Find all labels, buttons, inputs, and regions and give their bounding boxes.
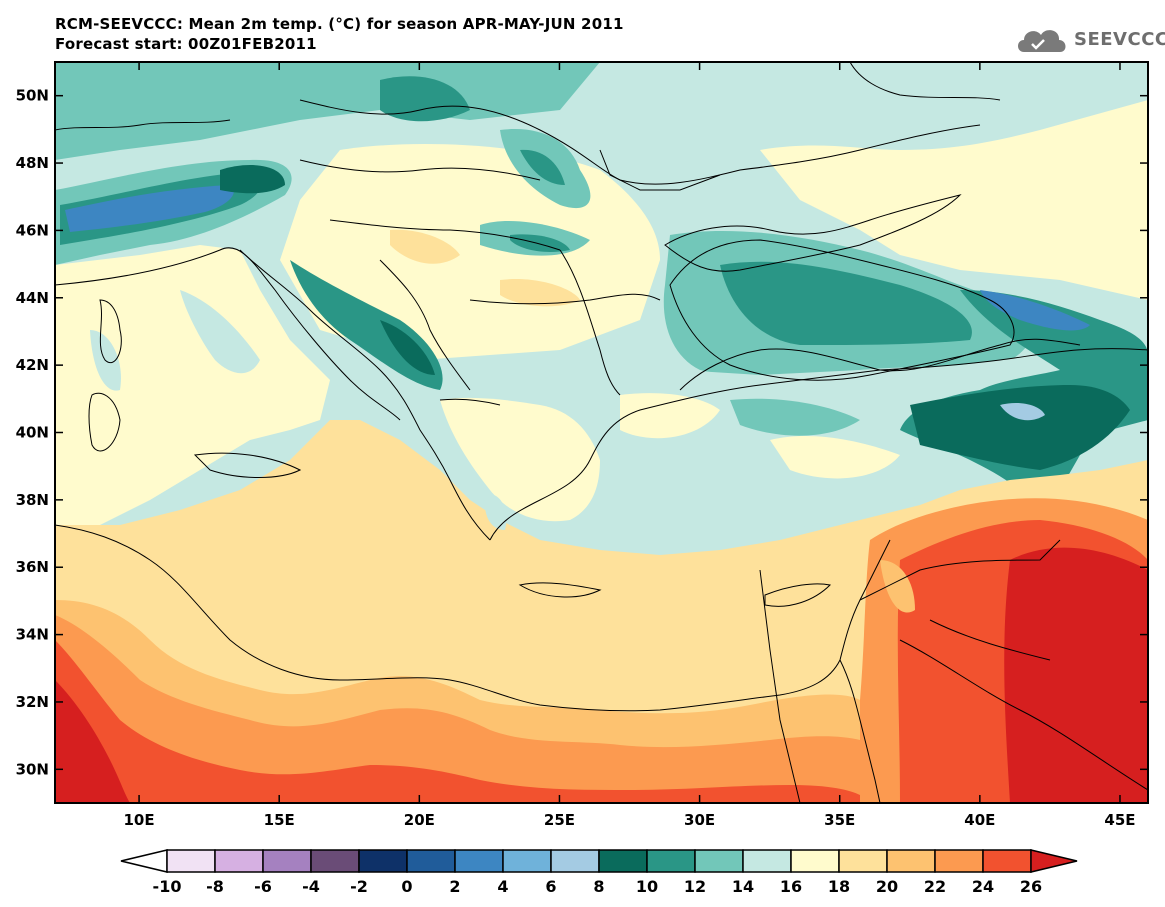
- logo-text: SEEVCCC: [1074, 29, 1165, 50]
- lat-label: 42N: [16, 356, 49, 374]
- map-title: RCM-SEEVCCC: Mean 2m temp. (°C) for seas…: [55, 15, 624, 33]
- lon-label: 40E: [964, 811, 995, 829]
- colorbar-label: 6: [545, 877, 556, 896]
- colorbar-label: 14: [732, 877, 754, 896]
- lat-label: 38N: [16, 491, 49, 509]
- latitude-axis: 50N 48N 46N 44N 42N 40N 38N 36N 34N 32N 30N: [16, 87, 1148, 778]
- forecast-start-subtitle: Forecast start: 00Z01FEB2011: [55, 35, 317, 53]
- lat-label: 44N: [16, 289, 49, 307]
- coastlines: [55, 62, 1148, 803]
- colorbar-label: 18: [828, 877, 850, 896]
- colorbar-label: -10: [153, 877, 182, 896]
- colorbar-label: 22: [924, 877, 946, 896]
- colorbar-box: [934, 849, 984, 873]
- lon-label: 45E: [1104, 811, 1135, 829]
- colorbar-under-arrow: [120, 849, 168, 873]
- lat-label: 34N: [16, 626, 49, 644]
- lon-label: 25E: [544, 811, 575, 829]
- lat-label: 30N: [16, 760, 49, 778]
- colorbar-box: [214, 849, 264, 873]
- colorbar-box: [646, 849, 696, 873]
- colorbar-box: [358, 849, 408, 873]
- lat-label: 36N: [16, 558, 49, 576]
- colorbar-box: [886, 849, 936, 873]
- colorbar-box: [742, 849, 792, 873]
- lat-label: 46N: [16, 221, 49, 239]
- colorbar-box: [550, 849, 600, 873]
- colorbar-box: [838, 849, 888, 873]
- lat-label: 40N: [16, 424, 49, 442]
- lon-label: 30E: [684, 811, 715, 829]
- lat-label: 50N: [16, 87, 49, 105]
- colorbar-box: [502, 849, 552, 873]
- lon-label: 15E: [264, 811, 295, 829]
- colorbar-box: [982, 849, 1032, 873]
- colorbar-label: 26: [1020, 877, 1042, 896]
- colorbar-label: 2: [449, 877, 460, 896]
- colorbar-label: -8: [206, 877, 224, 896]
- colorbar-label: 10: [636, 877, 658, 896]
- colorbar: -10 -8 -6 -4 -2 0 2 4 6 8 10 12 14 16 18 20 22 24 26: [120, 849, 1078, 896]
- colorbar-label: -4: [302, 877, 320, 896]
- colorbar-label: 8: [593, 877, 604, 896]
- title-block: RCM-SEEVCCC: Mean 2m temp. (°C) for seas…: [55, 14, 624, 54]
- temperature-field: [55, 62, 1148, 803]
- lon-label: 35E: [824, 811, 855, 829]
- colorbar-label: 24: [972, 877, 994, 896]
- colorbar-box: [406, 849, 456, 873]
- colorbar-box: [454, 849, 504, 873]
- colorbar-label: 16: [780, 877, 802, 896]
- lat-label: 32N: [16, 693, 49, 711]
- colorbar-label: -2: [350, 877, 368, 896]
- colorbar-label: 4: [497, 877, 508, 896]
- colorbar-box: [262, 849, 312, 873]
- colorbar-box: [166, 849, 216, 873]
- colorbar-label: 12: [684, 877, 706, 896]
- colorbar-box: [790, 849, 840, 873]
- lat-label: 48N: [16, 154, 49, 172]
- lon-label: 20E: [404, 811, 435, 829]
- colorbar-box: [598, 849, 648, 873]
- colorbar-box: [310, 849, 360, 873]
- colorbar-over-arrow: [1030, 849, 1078, 873]
- colorbar-label: 0: [401, 877, 412, 896]
- cloud-logo-icon: [1018, 30, 1066, 52]
- colorbar-box: [694, 849, 744, 873]
- longitude-axis: 10E 15E 20E 25E 30E 35E 40E 45E: [124, 62, 1136, 829]
- seevccc-logo: SEEVCCC: [1014, 20, 1165, 60]
- lon-label: 10E: [124, 811, 155, 829]
- colorbar-label: 20: [876, 877, 898, 896]
- colorbar-label: -6: [254, 877, 272, 896]
